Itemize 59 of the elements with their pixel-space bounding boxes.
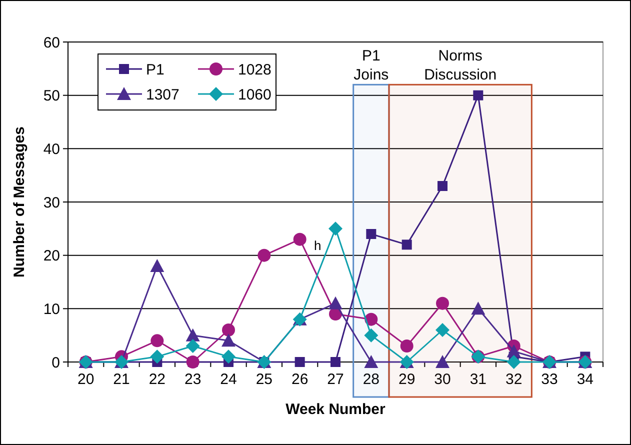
band-label: P1 Joins (354, 48, 389, 84)
y-tick-label: 50 (43, 88, 60, 105)
legend-label: 1060 (238, 86, 272, 104)
point (150, 350, 164, 364)
point (293, 232, 306, 246)
point (150, 259, 164, 272)
y-tick-label: 60 (43, 34, 60, 52)
point (506, 355, 521, 369)
x-tick-label: 32 (505, 371, 522, 388)
point (364, 312, 378, 326)
y-tick-label: 10 (43, 300, 60, 318)
x-tick-label: 21 (113, 371, 130, 388)
x-tick-label: 27 (327, 371, 344, 388)
y-tick-label: 30 (43, 194, 60, 212)
point (186, 328, 200, 342)
point (186, 339, 200, 353)
y-tick-label: 40 (43, 140, 60, 158)
point (222, 334, 236, 347)
point (330, 357, 340, 367)
x-tick-label: 23 (184, 371, 202, 388)
point (402, 240, 412, 250)
x-tick-label: 29 (398, 371, 416, 388)
point (436, 355, 450, 368)
legend-label: P1 (146, 61, 164, 78)
point (438, 181, 448, 191)
x-tick-label: 30 (434, 371, 451, 388)
x-tick-label: 34 (576, 371, 594, 388)
point (328, 296, 342, 310)
point (150, 334, 164, 348)
y-tick-label: 20 (43, 248, 60, 265)
legend-label: 1028 (238, 61, 272, 78)
point (436, 323, 450, 337)
x-tick-label: 24 (220, 371, 237, 388)
x-tick-label: 22 (148, 371, 166, 388)
x-tick-label: 25 (256, 371, 273, 388)
point (222, 350, 236, 364)
point (506, 344, 521, 358)
point (222, 324, 235, 336)
point (364, 355, 378, 368)
annotation: h (314, 238, 322, 253)
x-tick-label: 33 (541, 371, 558, 388)
x-tick-label: 31 (470, 371, 487, 388)
x-tick-label: 26 (291, 371, 308, 388)
legend-label: 1307 (146, 86, 180, 104)
x-tick-label: 28 (362, 371, 380, 388)
y-tick-label: 0 (52, 354, 60, 372)
point (258, 248, 271, 262)
band-label: Norms Discussion (424, 48, 497, 84)
point (471, 302, 486, 315)
point (364, 328, 378, 342)
point (366, 229, 376, 239)
point (400, 340, 414, 352)
point (473, 90, 484, 100)
point (294, 357, 305, 367)
x-tick-label: 20 (77, 371, 94, 388)
point (436, 296, 449, 310)
x-axis-title: Week Number (286, 401, 386, 418)
y-axis-title: Number of Messages (11, 126, 28, 278)
point (328, 222, 342, 236)
